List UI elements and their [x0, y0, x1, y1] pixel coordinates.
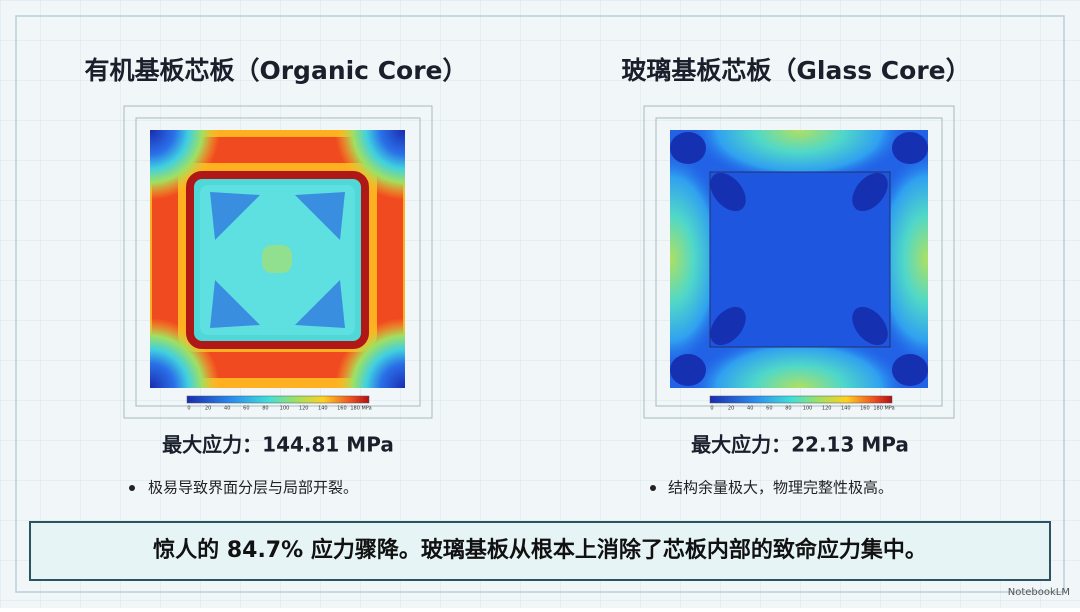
colorbar-label: 40	[224, 406, 230, 412]
colorbar-label: 160	[860, 406, 870, 412]
watermark: NotebookLM	[1008, 587, 1070, 598]
organic-heatmap	[150, 130, 405, 388]
colorbar-label: 160	[337, 406, 347, 412]
colorbar-label: 180 MPa	[350, 406, 371, 412]
colorbar-label: 80	[785, 406, 791, 412]
panel-title: 玻璃基板芯板（Glass Core）	[621, 56, 970, 85]
colorbar-label: 20	[205, 406, 211, 412]
colorbar-label: 40	[747, 406, 753, 412]
bullet	[129, 485, 135, 491]
colorbar-label: 20	[728, 406, 734, 412]
colorbar-label: 140	[841, 406, 851, 412]
colorbar-label: 100	[280, 406, 290, 412]
colorbar-label: 0	[710, 406, 713, 412]
bullet	[650, 485, 656, 491]
note: 极易导致界面分层与局部开裂。	[148, 479, 358, 497]
colorbar	[186, 395, 370, 404]
panel-title: 有机基板芯板（Organic Core）	[84, 56, 467, 85]
banner-text: 惊人的 84.7% 应力骤降。玻璃基板从根本上消除了芯板内部的致命应力集中。	[153, 537, 927, 563]
glass-heatmap	[670, 130, 928, 388]
colorbar-label: 60	[243, 406, 249, 412]
colorbar-label: 120	[299, 406, 309, 412]
colorbar	[709, 395, 893, 404]
colorbar-label: 100	[803, 406, 813, 412]
max-stress: 最大应力：22.13 MPa	[691, 433, 909, 457]
colorbar-label: 80	[262, 406, 268, 412]
colorbar-label: 60	[766, 406, 772, 412]
colorbar-label: 0	[187, 406, 190, 412]
colorbar-label: 120	[822, 406, 832, 412]
note: 结构余量极大，物理完整性极高。	[668, 479, 893, 497]
colorbar-label: 140	[318, 406, 328, 412]
banner-box	[29, 521, 1051, 581]
max-stress: 最大应力：144.81 MPa	[162, 433, 394, 457]
colorbar-label: 180 MPa	[873, 406, 894, 412]
